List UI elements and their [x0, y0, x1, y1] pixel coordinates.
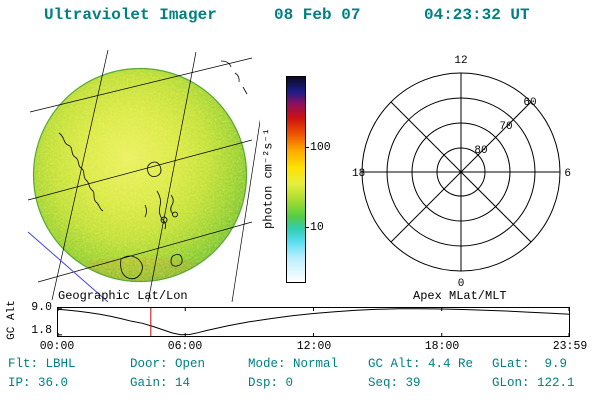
gc-alt-curve: [57, 308, 570, 336]
mlt-label-6: 6: [564, 168, 571, 180]
time-display: 04:23:32 UT: [424, 6, 530, 24]
altitude-chart-ylabel: GC Alt: [6, 300, 18, 340]
altitude-ytick-top: 9.0: [31, 301, 52, 314]
uv-earth-image: [27, 49, 260, 303]
mlat-label-60: 60: [523, 97, 536, 109]
colorbar-tick-10-mark: [305, 227, 309, 228]
status-gain: Gain: 14: [130, 376, 191, 390]
mlat-label-70: 70: [499, 121, 512, 133]
status-glat: GLat: 9.9: [492, 357, 568, 371]
altitude-ytick-bottom: 1.8: [31, 324, 52, 337]
mlat-label-80: 80: [474, 145, 487, 157]
polar-plot-caption: Apex MLat/MLT: [413, 289, 507, 303]
terminator-line: [27, 231, 109, 303]
status-dsp: Dsp: 0: [248, 376, 294, 390]
status-ip: IP: 36.0: [8, 376, 69, 390]
status-seq: Seq: 39: [368, 376, 421, 390]
altitude-xtick-4: 23:59: [552, 340, 588, 353]
altitude-xtick-0: 00:00: [39, 340, 75, 353]
colorbar-tick-10: 10: [310, 221, 324, 234]
status-gc-alt: GC Alt: 4.4 Re: [368, 357, 474, 371]
coastlines: [58, 60, 248, 280]
status-glon: GLon: 122.1: [492, 376, 575, 390]
mlt-label-18: 18: [352, 168, 365, 180]
mlt-label-0: 0: [458, 278, 465, 290]
colorbar-units-label: photon cm⁻²s⁻¹: [261, 128, 276, 229]
polar-grid: [361, 72, 561, 272]
apex-polar-plot: 12 18 6 0 60 70 80: [352, 55, 571, 290]
disk-rim: [32, 67, 248, 283]
colorbar: [286, 76, 306, 283]
image-noise: [33, 68, 247, 282]
altitude-xtick-3: 18:00: [424, 340, 460, 353]
status-mode: Mode: Normal: [248, 357, 339, 371]
altitude-chart-svg: [57, 307, 570, 337]
colorbar-tick-100-mark: [305, 147, 309, 148]
earth-panel-caption: Geographic Lat/Lon: [58, 289, 188, 303]
status-flt: Flt: LBHL: [8, 357, 76, 371]
mlt-label-12: 12: [454, 55, 467, 67]
date-display: 08 Feb 07: [274, 6, 361, 24]
status-door: Door: Open: [130, 357, 206, 371]
altitude-xtick-2: 12:00: [296, 340, 332, 353]
colorbar-tick-100: 100: [310, 141, 331, 154]
app-title: Ultraviolet Imager: [44, 6, 217, 24]
altitude-chart-frame: [57, 307, 570, 337]
altitude-xtick-1: 06:00: [167, 340, 203, 353]
